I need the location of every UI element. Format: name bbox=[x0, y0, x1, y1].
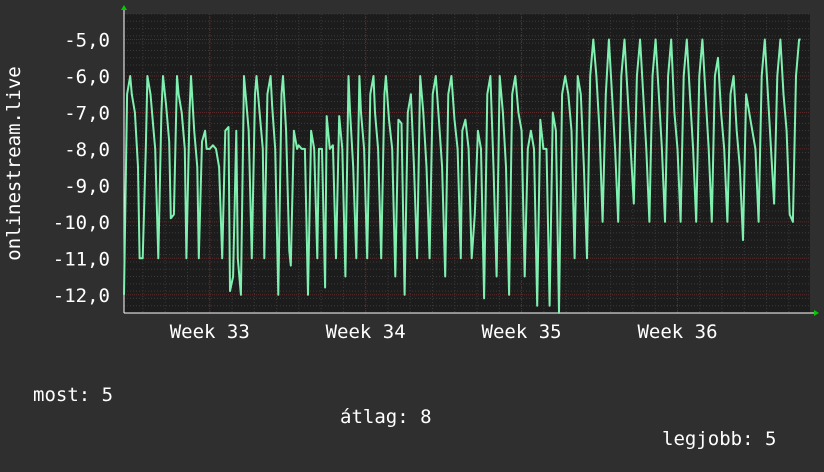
y-tick-label: -9,0 bbox=[64, 175, 110, 197]
x-tick-label: Week 33 bbox=[170, 321, 250, 343]
y-tick-label: -11,0 bbox=[53, 248, 110, 270]
y-tick-label: -6,0 bbox=[64, 66, 110, 88]
y-tick-label: -10,0 bbox=[53, 212, 110, 234]
average-value-label: átlag: 8 bbox=[340, 406, 432, 428]
chart-container: -12,0 -11,0 -10,0 -9,0 -8,0 -7,0 -6,0 -5,0 Week … bbox=[0, 5, 824, 450]
line-chart: -12,0 -11,0 -10,0 -9,0 -8,0 -7,0 -6,0 -5,0 Week … bbox=[3, 5, 819, 343]
y-tick-label: -12,0 bbox=[53, 285, 110, 307]
y-tick-label: -7,0 bbox=[64, 102, 110, 124]
y-tick-label: -8,0 bbox=[64, 139, 110, 161]
x-tick-label: Week 36 bbox=[637, 321, 717, 343]
x-axis-arrow bbox=[814, 310, 819, 316]
x-tick-label: Week 35 bbox=[482, 321, 562, 343]
x-tick-label: Week 34 bbox=[326, 321, 406, 343]
y-axis-arrow bbox=[121, 5, 127, 10]
y-axis-label: onlinestream.live bbox=[3, 66, 25, 260]
best-value-label: legjobb: 5 bbox=[662, 428, 777, 450]
current-value-label: most: 5 bbox=[33, 384, 114, 406]
series-line bbox=[123, 38, 801, 314]
plot-area bbox=[124, 14, 810, 313]
y-tick-label: -5,0 bbox=[64, 30, 110, 52]
stats-row: most: 5 átlag: 8 legjobb: 5 bbox=[0, 362, 824, 450]
